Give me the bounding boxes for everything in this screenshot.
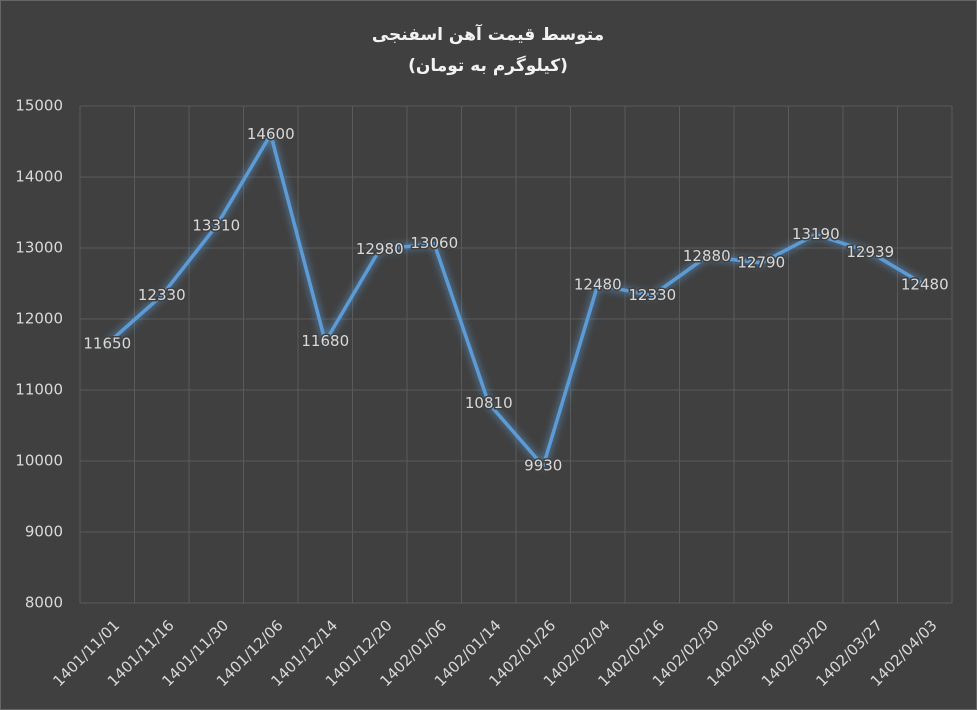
data-label: 12480	[574, 275, 622, 293]
data-label: 12330	[138, 286, 186, 304]
data-label: 12939	[846, 243, 894, 261]
data-label: 12880	[683, 247, 731, 265]
y-tick-label: 12000	[15, 310, 63, 328]
data-label: 12980	[356, 240, 404, 258]
data-label: 13060	[410, 234, 458, 252]
data-label: 11680	[301, 332, 349, 350]
data-label: 13190	[792, 225, 840, 243]
y-tick-label: 8000	[25, 594, 63, 612]
data-label: 9930	[524, 456, 562, 474]
data-line	[106, 132, 926, 468]
chart-subtitle: (کیلوگرم به تومان)	[408, 55, 568, 76]
y-tick-label: 10000	[15, 452, 63, 470]
y-tick-label: 14000	[15, 168, 63, 186]
data-label: 11650	[83, 334, 131, 352]
y-tick-label: 11000	[15, 381, 63, 399]
data-label: 12330	[628, 286, 676, 304]
data-label: 13310	[192, 216, 240, 234]
y-tick-label: 9000	[25, 523, 63, 541]
data-label: 12480	[901, 275, 949, 293]
data-label: 14600	[247, 125, 295, 143]
data-label: 12790	[737, 253, 785, 271]
y-tick-label: 13000	[15, 239, 63, 257]
y-tick-label: 15000	[15, 97, 63, 115]
chart-title: متوسط قیمت آهن اسفنجی	[372, 23, 604, 45]
data-label: 10810	[465, 394, 513, 412]
